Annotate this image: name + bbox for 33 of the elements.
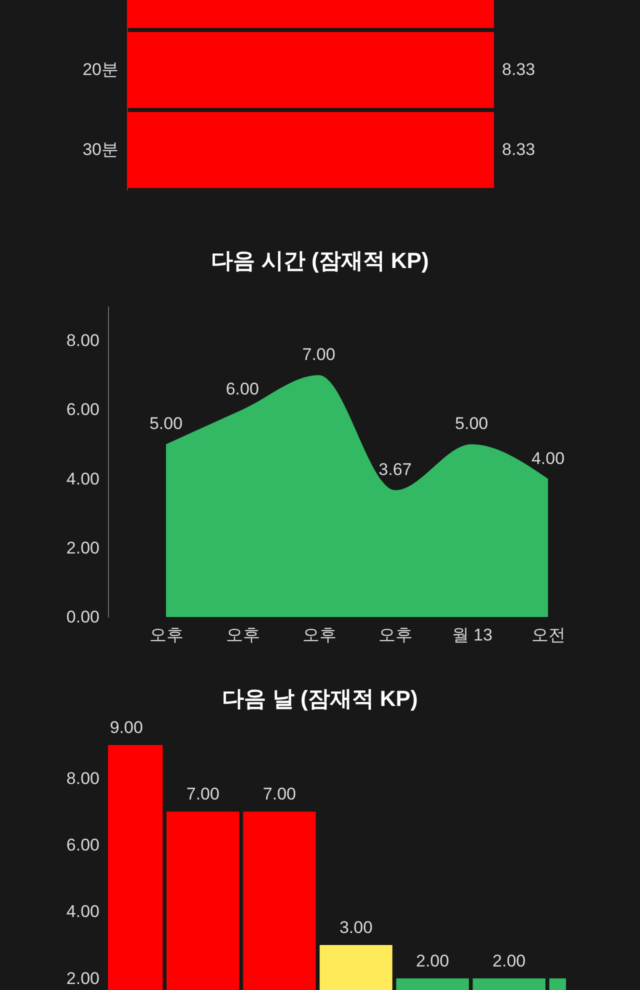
y-tick-label: 8.00 xyxy=(66,331,100,350)
y-tick-label: 2.00 xyxy=(66,968,100,988)
data-label: 6.00 xyxy=(226,380,259,399)
data-label: 9.00 xyxy=(110,718,143,737)
data-label: 8.33 xyxy=(502,140,536,159)
y-tick-label: 30분 xyxy=(82,140,118,159)
data-label: 2.00 xyxy=(492,951,526,970)
chart-title: 다음 날 (잠재적 KP) xyxy=(222,686,418,711)
x-tick-label: 오후 xyxy=(378,626,413,644)
y-tick-label: 4.00 xyxy=(66,469,100,488)
data-label: 8.33 xyxy=(502,60,536,79)
y-tick-label: 4.00 xyxy=(66,902,100,922)
data-label: 7.00 xyxy=(262,784,296,804)
data-label: 7.00 xyxy=(302,345,336,364)
y-tick-label: 8.00 xyxy=(66,768,100,788)
y-tick-label: 6.00 xyxy=(66,400,100,420)
chart-title: 다음 시간 (잠재적 KP) xyxy=(211,248,429,273)
data-label: 3.00 xyxy=(339,918,373,937)
x-tick-label: 오후 xyxy=(302,626,336,644)
x-tick-label: 오후 xyxy=(150,626,184,644)
data-label: 2.00 xyxy=(416,951,450,970)
data-label: 4.00 xyxy=(531,448,565,468)
x-tick-label: 오후 xyxy=(226,626,260,644)
x-tick-label: 월 13 xyxy=(452,626,492,644)
data-label: 3.67 xyxy=(378,460,412,480)
y-tick-label: 20분 xyxy=(82,60,118,79)
y-tick-label: 0.00 xyxy=(66,608,100,626)
y-tick-label: 6.00 xyxy=(66,836,100,854)
x-tick-label: 오전 xyxy=(532,626,566,644)
data-label: 7.00 xyxy=(186,784,220,804)
data-label: 5.00 xyxy=(455,414,488,434)
y-tick-label: 2.00 xyxy=(66,538,100,558)
data-label: 5.00 xyxy=(149,414,183,434)
